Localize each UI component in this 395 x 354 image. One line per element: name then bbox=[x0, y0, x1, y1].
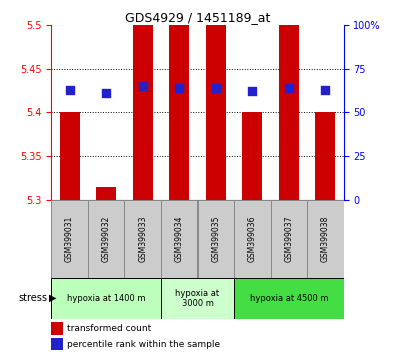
Text: hypoxia at 1400 m: hypoxia at 1400 m bbox=[67, 294, 145, 303]
Text: stress: stress bbox=[19, 293, 47, 303]
Text: transformed count: transformed count bbox=[68, 324, 152, 333]
Bar bbox=[51, 322, 63, 335]
Bar bbox=[96, 187, 116, 200]
Point bbox=[322, 88, 329, 93]
Point bbox=[139, 83, 146, 89]
Bar bbox=[161, 200, 198, 278]
Text: GSM399038: GSM399038 bbox=[321, 216, 330, 262]
Text: GSM399032: GSM399032 bbox=[102, 216, 111, 262]
Point bbox=[176, 85, 182, 91]
Bar bbox=[279, 25, 299, 200]
Bar bbox=[271, 200, 307, 278]
Title: GDS4929 / 1451189_at: GDS4929 / 1451189_at bbox=[125, 11, 270, 24]
Text: GSM399034: GSM399034 bbox=[175, 216, 184, 262]
Point bbox=[249, 88, 256, 94]
Text: hypoxia at
3000 m: hypoxia at 3000 m bbox=[175, 289, 220, 308]
Bar bbox=[234, 278, 344, 319]
Bar bbox=[88, 200, 124, 278]
Point bbox=[103, 90, 109, 96]
Point bbox=[66, 88, 73, 93]
Text: GSM399033: GSM399033 bbox=[138, 216, 147, 262]
Bar bbox=[60, 112, 80, 200]
Text: ▶: ▶ bbox=[49, 293, 57, 303]
Bar bbox=[242, 112, 262, 200]
Bar bbox=[198, 200, 234, 278]
Point bbox=[213, 85, 219, 91]
Bar bbox=[307, 200, 344, 278]
Point bbox=[286, 85, 292, 91]
Bar bbox=[51, 278, 161, 319]
Text: GSM399035: GSM399035 bbox=[211, 216, 220, 262]
Text: hypoxia at 4500 m: hypoxia at 4500 m bbox=[250, 294, 328, 303]
Bar bbox=[133, 25, 153, 200]
Bar bbox=[234, 200, 271, 278]
Bar bbox=[124, 200, 161, 278]
Text: GSM399031: GSM399031 bbox=[65, 216, 74, 262]
Bar bbox=[206, 25, 226, 200]
Bar bbox=[169, 25, 189, 200]
Bar bbox=[51, 200, 88, 278]
Bar bbox=[315, 112, 335, 200]
Text: percentile rank within the sample: percentile rank within the sample bbox=[68, 340, 220, 349]
Bar bbox=[161, 278, 234, 319]
Bar bbox=[51, 338, 63, 350]
Text: GSM399036: GSM399036 bbox=[248, 216, 257, 262]
Text: GSM399037: GSM399037 bbox=[284, 216, 293, 262]
